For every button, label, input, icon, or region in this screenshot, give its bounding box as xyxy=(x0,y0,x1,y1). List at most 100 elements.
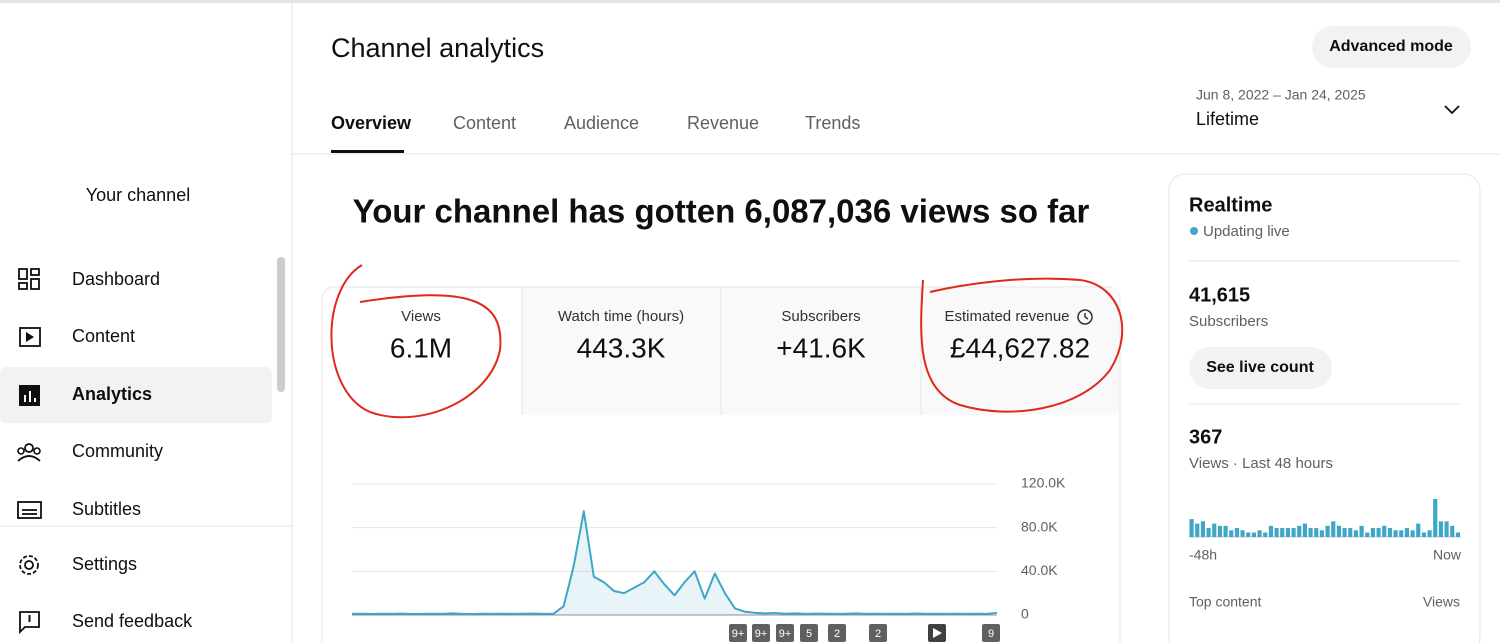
live-count-button[interactable] xyxy=(1189,347,1332,389)
realtime-bar xyxy=(1370,528,1375,537)
y-tick-label: 80.0K xyxy=(1021,518,1058,534)
marker-label: 9+ xyxy=(779,628,792,640)
sidebar-label[interactable]: Settings xyxy=(72,554,137,574)
metric-card[interactable]: Watch time (hours) 443.3K xyxy=(558,308,684,363)
realtime-bar xyxy=(1263,532,1268,537)
sidebar-item[interactable]: Subtitles xyxy=(17,499,141,519)
metric-label[interactable]: Watch time (hours) xyxy=(558,308,684,325)
realtime-bar xyxy=(1217,525,1222,537)
axis-start: -48h xyxy=(1189,547,1217,563)
subscriber-label: Subscribers xyxy=(1189,313,1268,330)
metric-value[interactable]: +41.6K xyxy=(776,332,866,363)
date-range[interactable]: Jun 8, 2022 – Jan 24, 2025 xyxy=(1196,87,1366,103)
realtime-bar xyxy=(1319,530,1324,537)
realtime-views-label: Views · Last 48 hours xyxy=(1189,455,1333,472)
axis-end: Now xyxy=(1433,547,1462,563)
period[interactable]: Lifetime xyxy=(1196,109,1259,129)
sidebar-item[interactable]: Community xyxy=(17,441,163,462)
metric-value[interactable]: 6.1M xyxy=(390,332,452,363)
realtime-bar xyxy=(1348,528,1353,537)
metric-label[interactable]: Subscribers xyxy=(781,308,860,325)
marker-badge[interactable] xyxy=(800,624,818,642)
metric-card[interactable]: Estimated revenue £44,627.82 xyxy=(944,308,1093,363)
marker-label: 2 xyxy=(834,628,840,640)
realtime-bar xyxy=(1455,532,1460,537)
marker-badge[interactable] xyxy=(828,624,846,642)
metric-value[interactable]: £44,627.82 xyxy=(950,332,1090,363)
tab-indicator xyxy=(331,150,404,153)
realtime-bar xyxy=(1229,530,1234,537)
tab[interactable]: Revenue xyxy=(687,113,759,133)
realtime-bar xyxy=(1353,530,1358,537)
sidebar-label[interactable]: Content xyxy=(72,326,135,346)
metric-value[interactable]: 443.3K xyxy=(577,332,666,363)
realtime-bar xyxy=(1251,532,1256,537)
realtime-bar xyxy=(1274,528,1279,537)
headline: Your channel has gotten 6,087,036 views … xyxy=(353,193,1090,230)
sidebar-item[interactable]: Content xyxy=(19,326,135,347)
advanced-button-label[interactable]: Advanced mode xyxy=(1329,38,1453,55)
annotation-circle xyxy=(920,277,1124,413)
realtime-bar xyxy=(1438,521,1443,537)
realtime-bar xyxy=(1387,528,1392,537)
marker-label: 9+ xyxy=(755,628,768,640)
realtime-bar xyxy=(1195,523,1200,537)
line xyxy=(351,510,998,616)
realtime-bar xyxy=(1325,525,1330,537)
marker-label: 9+ xyxy=(732,628,745,640)
realtime-bar xyxy=(1382,525,1387,537)
subscriber-count: 41,615 xyxy=(1189,284,1250,306)
realtime-bar xyxy=(1302,523,1307,537)
realtime-bar xyxy=(1257,530,1262,537)
marker-badge[interactable] xyxy=(982,624,1000,642)
realtime-bar xyxy=(1359,525,1364,537)
marker-badge[interactable] xyxy=(776,624,794,642)
realtime-views: 367 xyxy=(1189,426,1222,448)
realtime-bar xyxy=(1268,525,1273,537)
sidebar-item[interactable]: Send feedback xyxy=(19,611,193,635)
realtime-bar xyxy=(1297,525,1302,537)
marker-badge[interactable] xyxy=(752,624,770,642)
realtime-bar xyxy=(1314,528,1319,537)
metric-label[interactable]: Views xyxy=(401,308,441,325)
sidebar-item[interactable]: Dashboard xyxy=(18,268,160,290)
realtime-bar xyxy=(1410,530,1415,537)
dropdown-icon[interactable] xyxy=(1444,105,1460,115)
sidebar-label[interactable]: Community xyxy=(72,441,163,461)
live-count-label[interactable]: See live count xyxy=(1206,359,1314,376)
metric-card[interactable]: Subscribers +41.6K xyxy=(776,308,866,363)
marker-badge[interactable] xyxy=(869,624,887,642)
sidebar-item[interactable]: Analytics xyxy=(19,384,152,406)
page-title: Channel analytics xyxy=(331,33,544,63)
tab[interactable]: Audience xyxy=(564,113,639,133)
realtime-bar xyxy=(1393,530,1398,537)
metric-label[interactable]: Estimated revenue xyxy=(944,308,1069,325)
realtime-bar xyxy=(1280,528,1285,537)
sidebar-label[interactable]: Subtitles xyxy=(72,499,141,519)
sidebar-item[interactable]: Settings xyxy=(19,554,137,575)
sidebar-label[interactable]: Send feedback xyxy=(72,611,193,631)
realtime-bar xyxy=(1342,528,1347,537)
scrollbar xyxy=(277,257,285,392)
realtime-bar xyxy=(1285,528,1290,537)
tab[interactable]: Overview xyxy=(331,113,412,133)
sidebar-label[interactable]: Analytics xyxy=(72,384,152,404)
realtime-bar xyxy=(1416,523,1421,537)
realtime-title: Realtime xyxy=(1189,194,1272,216)
marker-label: 2 xyxy=(875,628,881,640)
metric-tabs-bg xyxy=(522,288,1119,415)
realtime-bar xyxy=(1212,523,1217,537)
metric-card[interactable]: Views 6.1M xyxy=(390,308,452,363)
realtime-bar xyxy=(1308,528,1313,537)
annotation-circle xyxy=(330,264,502,419)
realtime-bar xyxy=(1399,530,1404,537)
tab[interactable]: Content xyxy=(453,113,516,133)
advanced-button[interactable] xyxy=(1312,26,1471,68)
realtime-bar xyxy=(1444,521,1449,537)
sidebar-label[interactable]: Dashboard xyxy=(72,269,160,289)
realtime-bar xyxy=(1246,532,1251,537)
top-content-metric: Views xyxy=(1423,594,1460,610)
y-tick-label: 40.0K xyxy=(1021,562,1058,578)
marker-badge[interactable] xyxy=(729,624,747,642)
tab[interactable]: Trends xyxy=(805,113,860,133)
